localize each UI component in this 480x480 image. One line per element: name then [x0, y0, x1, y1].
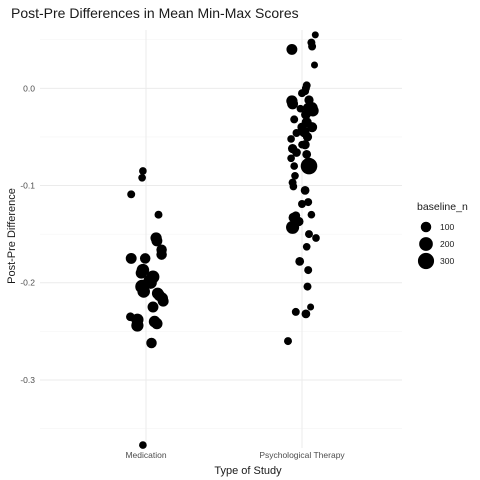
x-tick-label: Psychological Therapy [259, 450, 345, 460]
data-point [310, 61, 319, 69]
data-point [292, 148, 301, 157]
data-point [151, 235, 163, 247]
data-point [151, 317, 163, 330]
data-point [154, 210, 163, 219]
data-point [156, 249, 167, 260]
data-point [287, 154, 295, 163]
y-axis-ticks: 0.0 -0.1 -0.2 -0.3 [20, 83, 35, 385]
x-axis-title: Type of Study [214, 465, 282, 477]
legend-label: 100 [440, 222, 454, 232]
data-point [290, 115, 299, 124]
data-point [302, 150, 312, 159]
chart-title: Post-Pre Differences in Mean Min-Max Sco… [11, 5, 299, 21]
legend-key [420, 221, 432, 233]
legend-label: 200 [440, 239, 454, 249]
data-point [147, 301, 159, 313]
data-point [295, 257, 305, 266]
data-point [135, 267, 147, 279]
data-point [304, 266, 313, 275]
data-point [307, 303, 315, 311]
data-point [307, 122, 318, 133]
data-point [137, 285, 150, 298]
data-point [308, 42, 317, 51]
legend-key [419, 237, 433, 251]
data-point [139, 253, 151, 264]
data-point [127, 190, 136, 199]
data-point [286, 43, 298, 55]
data-point [146, 337, 157, 349]
data-point [303, 282, 312, 291]
y-tick-label: -0.2 [20, 278, 35, 288]
data-point [287, 98, 299, 110]
data-point [296, 104, 305, 113]
data-point [298, 140, 306, 149]
data-point [307, 210, 316, 219]
x-axis-ticks: Medication Psychological Therapy [125, 450, 345, 460]
legend-title: baseline_n [417, 201, 468, 213]
data-point [286, 220, 300, 234]
data-point [300, 157, 318, 175]
grid-lines [40, 30, 402, 448]
data-point [289, 182, 298, 191]
data-point [157, 295, 169, 307]
data-point [301, 309, 311, 319]
data-points [125, 31, 320, 449]
y-axis-title: Post-Pre Difference [6, 188, 18, 284]
data-point [287, 135, 295, 143]
data-point [298, 89, 306, 98]
data-point [312, 234, 320, 242]
data-point [302, 132, 313, 142]
data-point [131, 319, 144, 332]
x-tick-label: Medication [125, 450, 166, 460]
data-point [125, 252, 137, 264]
data-point [138, 173, 146, 182]
y-tick-label: -0.1 [20, 181, 35, 191]
legend: baseline_n 100 200 300 [417, 201, 468, 270]
data-point [139, 441, 147, 449]
legend-key [417, 252, 435, 270]
data-point [304, 198, 313, 207]
legend-label: 300 [440, 256, 454, 266]
data-point [302, 242, 311, 251]
data-point [300, 186, 310, 195]
data-point [284, 337, 292, 346]
data-point [298, 200, 306, 208]
data-point [301, 109, 311, 120]
data-point [292, 129, 301, 137]
y-tick-label: 0.0 [23, 83, 35, 93]
data-point [291, 307, 300, 316]
data-point [290, 162, 299, 170]
y-tick-label: -0.3 [20, 375, 35, 385]
data-point [139, 167, 147, 175]
data-point [305, 230, 313, 239]
data-point [311, 31, 319, 39]
data-point [291, 171, 299, 180]
